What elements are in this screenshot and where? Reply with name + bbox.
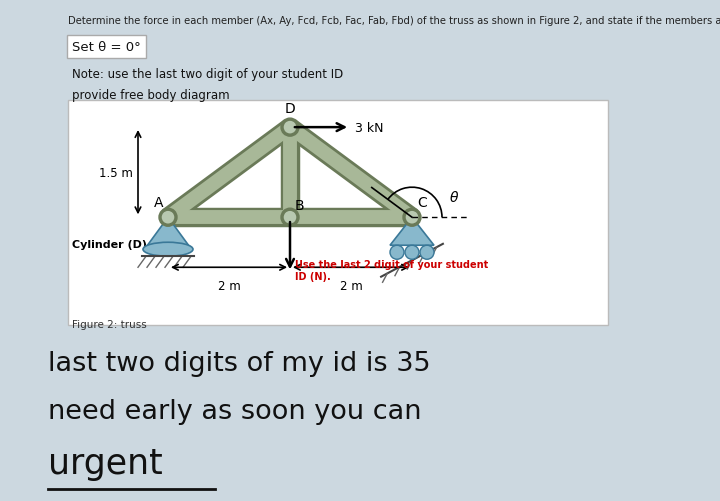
Circle shape: [161, 211, 175, 225]
FancyBboxPatch shape: [68, 101, 608, 326]
Polygon shape: [146, 218, 190, 248]
Text: Cylinder (D): Cylinder (D): [72, 240, 147, 249]
Text: 2 m: 2 m: [217, 280, 240, 293]
Circle shape: [283, 211, 297, 225]
Text: Note: use the last two digit of your student ID: Note: use the last two digit of your stu…: [72, 68, 343, 81]
Text: urgent: urgent: [48, 446, 163, 480]
Text: provide free body diagram: provide free body diagram: [72, 89, 230, 102]
Circle shape: [281, 119, 299, 137]
Circle shape: [405, 211, 419, 225]
Text: θ: θ: [450, 191, 459, 205]
Text: Set θ = 0°: Set θ = 0°: [72, 41, 140, 54]
Text: D: D: [284, 102, 295, 116]
Text: 3 kN: 3 kN: [355, 121, 384, 134]
Circle shape: [420, 246, 434, 260]
Text: need early as soon you can: need early as soon you can: [48, 398, 421, 424]
Text: 1.5 m: 1.5 m: [99, 166, 133, 179]
Text: last two digits of my id is 35: last two digits of my id is 35: [48, 351, 431, 377]
Circle shape: [390, 246, 404, 260]
Text: A: A: [153, 196, 163, 210]
Text: 2 m: 2 m: [340, 280, 362, 293]
Circle shape: [283, 121, 297, 135]
Circle shape: [403, 209, 421, 227]
Circle shape: [281, 209, 299, 227]
Ellipse shape: [143, 243, 193, 257]
Circle shape: [405, 246, 419, 260]
Text: B: B: [295, 199, 305, 213]
Text: Determine the force in each member (Ax, Ay, Fcd, Fcb, Fac, Fab, Fbd) of the trus: Determine the force in each member (Ax, …: [68, 16, 720, 26]
Text: C: C: [417, 196, 427, 210]
Polygon shape: [390, 218, 434, 246]
Circle shape: [159, 209, 177, 227]
Text: Figure 2: truss: Figure 2: truss: [72, 320, 147, 330]
Text: Use the last 2 digit of your student
ID (N).: Use the last 2 digit of your student ID …: [295, 260, 488, 281]
